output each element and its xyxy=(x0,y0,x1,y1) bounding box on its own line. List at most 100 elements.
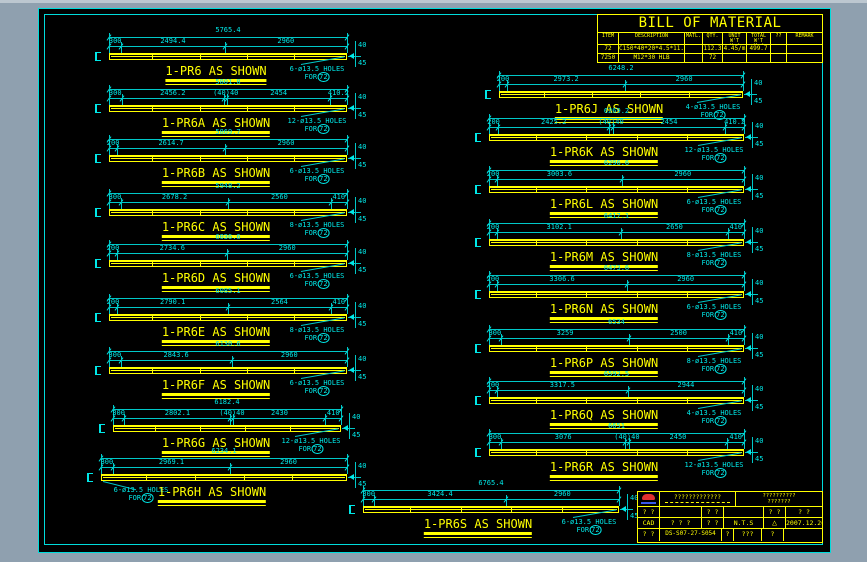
channel-section-icon xyxy=(349,505,355,514)
beam xyxy=(489,291,744,298)
holes-note: 6-ø13.5 HOLES FOR 72 xyxy=(561,518,617,535)
end-arrow-icon xyxy=(340,425,348,431)
beam xyxy=(101,474,347,481)
holes-note: 8-ø13.5 HOLES FOR 72 xyxy=(289,221,345,238)
logo-red-shape xyxy=(642,494,655,500)
beam-detail-1-pr6s: 6765.4 300 3424.4 2960 40 45 6-ø13.5 HOLES FOR 7… xyxy=(349,480,638,540)
company-logo xyxy=(638,492,660,506)
end-dim: 45 xyxy=(630,512,639,520)
end-dim: 40 xyxy=(755,385,764,393)
segment-dim: 300 xyxy=(112,409,125,417)
total-dim: 6234.1 xyxy=(211,447,237,455)
holes-note: 6-ø13.5 HOLES FOR 72 xyxy=(289,167,345,184)
channel-section-icon xyxy=(475,290,481,299)
titleblock-cell: ? ? xyxy=(638,507,660,517)
segment-dim: 200 xyxy=(486,170,500,178)
channel-section-icon xyxy=(95,208,101,217)
bom-cell xyxy=(770,44,786,53)
segment-dim: 2960 xyxy=(677,275,695,283)
segment-dim: 300 xyxy=(108,37,122,45)
beam xyxy=(489,239,744,246)
segment-dim: 300 xyxy=(108,89,122,97)
channel-section-icon xyxy=(475,133,481,142)
segment-dim: 300 xyxy=(100,458,114,466)
bom-header-cell: QTY. xyxy=(702,33,722,44)
title-block-row: ? ? DS-S07-27-S054 ? ??? ? xyxy=(638,529,822,541)
end-dim: 45 xyxy=(358,161,367,169)
segment-dim: (40)40 xyxy=(219,409,245,417)
logo-blue-shape xyxy=(641,502,656,504)
holes-note: 12-ø13.5 HOLES FOR 72 xyxy=(287,117,347,134)
segment-dim: 2454 xyxy=(270,89,288,97)
holes-note: 4-ø13.5 HOLES FOR 72 xyxy=(686,409,742,426)
end-arrow-icon xyxy=(346,209,354,215)
bom-cell xyxy=(746,53,770,62)
channel-section-icon xyxy=(485,90,491,99)
end-dim: 40 xyxy=(358,93,367,101)
end-dim: 40 xyxy=(755,437,764,445)
end-dim: 45 xyxy=(352,431,361,439)
beam xyxy=(489,449,744,456)
end-dim: 45 xyxy=(358,215,367,223)
detail-label: 1-PR6E AS SHOWN xyxy=(161,326,271,346)
total-dim: 6248.2 xyxy=(608,64,634,72)
cad-label: CAD xyxy=(638,518,660,528)
drawing-number: DS-S07-27-S054 xyxy=(660,529,722,541)
titleblock-cell xyxy=(784,529,822,541)
end-arrow-icon xyxy=(346,367,354,373)
beam xyxy=(489,186,744,193)
end-dim: 45 xyxy=(358,266,367,274)
total-dim: 6473.6 xyxy=(603,264,630,272)
titleblock-cell: ? xyxy=(722,529,734,541)
holes-note: 4-ø13.5 HOLES FOR 72 xyxy=(685,103,741,120)
end-dim: 45 xyxy=(755,455,764,463)
channel-section-icon xyxy=(475,396,481,405)
segment-dim: 3259 xyxy=(556,329,574,337)
detail-label: 1-PR6N AS SHOWN xyxy=(549,303,659,323)
segment-dim: 2454 xyxy=(660,118,678,126)
beam xyxy=(363,506,619,513)
end-dim: 40 xyxy=(358,355,367,363)
beam xyxy=(109,155,347,162)
bom-cell xyxy=(786,44,822,53)
end-arrow-icon xyxy=(346,260,354,266)
segment-dim: 2843.6 xyxy=(163,351,189,359)
channel-section-icon xyxy=(95,366,101,375)
total-dim: 6130.6 xyxy=(215,340,241,348)
total-dim: 5765.4 xyxy=(215,26,241,34)
window-edge-highlight xyxy=(0,0,867,3)
drawing-sheet[interactable]: 5765.4 300 2494.4 2960 40 45 6-ø13.5 HOLES FOR 7… xyxy=(38,8,831,553)
beam-detail-1-pr6: 5765.4 300 2494.4 2960 40 45 6-ø13.5 HOLES FOR 7… xyxy=(95,26,366,87)
beam xyxy=(113,425,341,432)
segment-dim: 300 xyxy=(488,329,502,337)
title-block: ????????????? ?????????? ??????? ? ? ? ?… xyxy=(637,491,823,543)
segment-dim: 2960 xyxy=(280,458,297,466)
detail-label: 1-PR6P AS SHOWN xyxy=(549,357,659,377)
titleblock-cell: ? xyxy=(762,529,784,541)
segment-dim: 3102.1 xyxy=(546,223,572,231)
titleblock-cell: ? ? ? xyxy=(660,518,702,528)
beam-detail-1-pr6l: 6296.6 200 3003.6 2960 40 45 6-ø13.5 HOLES FOR 7… xyxy=(475,160,763,220)
beam xyxy=(489,134,744,141)
beam-detail-1-pr6p: 6534 300 3259 2500 410 40 45 8-ø13.5 HOLES FOR 72… xyxy=(475,319,763,379)
bom-cell: 4.45/m xyxy=(722,44,746,53)
segment-dim: 200 xyxy=(486,381,500,389)
beam xyxy=(109,367,347,374)
total-dim: 6085.1 xyxy=(215,287,241,295)
channel-section-icon xyxy=(475,185,481,194)
segment-dim: 300 xyxy=(362,490,376,498)
segment-dim: 2734.6 xyxy=(159,244,185,252)
total-dim: 6417.1 xyxy=(603,212,630,220)
holes-note: 8-ø13.5 HOLES FOR 72 xyxy=(686,251,742,268)
beam-detail-1-pr6e: 6085.1 200 2790.1 2564 410 40 45 8-ø13.5 HOLES F… xyxy=(95,287,366,348)
bom-cell xyxy=(770,53,786,62)
detail-label: 1-PR6L AS SHOWN xyxy=(549,198,659,218)
segment-dim: 200 xyxy=(487,118,500,126)
segment-dim: 200 xyxy=(106,298,120,306)
end-dim: 40 xyxy=(755,227,764,235)
beam-detail-1-pr6f: 6130.6 300 2843.6 2960 40 45 6-ø13.5 HOLES FOR 7… xyxy=(95,340,366,401)
date-value: 2007.12.26 xyxy=(786,519,822,527)
detail-label: 1-PR6Q AS SHOWN xyxy=(549,409,659,429)
segment-dim: 2614.7 xyxy=(158,139,184,147)
beam-detail-1-pr6d: 6036.6 200 2734.6 2960 40 45 6-ø13.5 HOLES FOR 7… xyxy=(95,234,366,294)
